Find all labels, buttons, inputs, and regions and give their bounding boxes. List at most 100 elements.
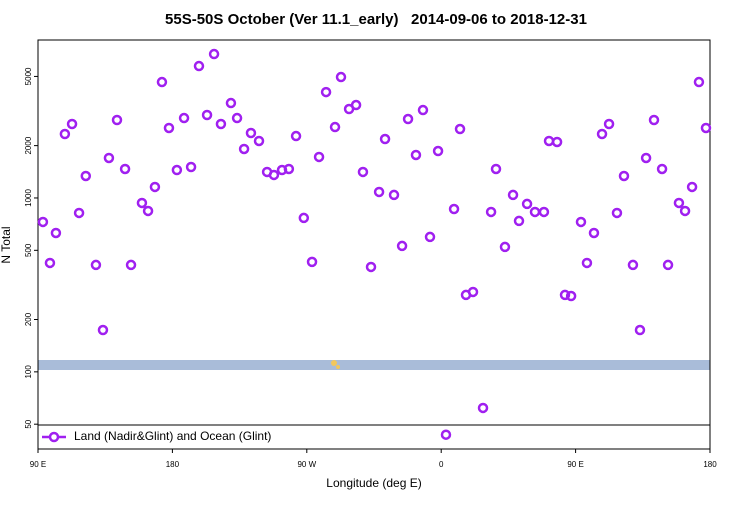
y-tick-label: 1000: [24, 189, 33, 207]
point: [66, 118, 78, 130]
point: [59, 128, 71, 140]
y-tick-label: 2000: [24, 136, 33, 154]
point: [477, 402, 489, 414]
point: [513, 215, 525, 227]
point: [499, 241, 511, 253]
point: [225, 97, 237, 109]
point: [193, 60, 205, 72]
point: [231, 112, 243, 124]
point: [402, 113, 414, 125]
plot-frame: [37, 39, 711, 450]
point: [581, 257, 593, 269]
point: [467, 286, 479, 298]
point: [507, 189, 519, 201]
point: [215, 118, 227, 130]
y-tick-label: 500: [24, 243, 33, 257]
x-axis-label: Longitude (deg E): [326, 476, 421, 490]
point: [171, 164, 183, 176]
point: [656, 163, 668, 175]
point: [410, 149, 422, 161]
background-band: [38, 360, 710, 370]
point: [329, 121, 341, 133]
point: [379, 133, 391, 145]
background-dot: [336, 365, 340, 369]
point: [673, 197, 685, 209]
point: [396, 240, 408, 252]
point: [448, 203, 460, 215]
point: [208, 48, 220, 60]
y-tick-label: 50: [24, 419, 33, 428]
point: [238, 143, 250, 155]
point: [634, 324, 646, 336]
point: [97, 324, 109, 336]
point: [90, 259, 102, 271]
point: [73, 207, 85, 219]
point: [596, 128, 608, 140]
point: [543, 135, 555, 147]
legend-label: Land (Nadir&Glint) and Ocean (Glint): [74, 429, 271, 443]
point: [178, 112, 190, 124]
point: [156, 76, 168, 88]
point: [253, 135, 265, 147]
point: [551, 136, 563, 148]
point: [268, 169, 280, 181]
point: [80, 170, 92, 182]
point: [485, 206, 497, 218]
point: [454, 123, 466, 135]
point: [357, 166, 369, 178]
point: [521, 198, 533, 210]
point: [662, 259, 674, 271]
point: [283, 163, 295, 175]
point: [320, 86, 332, 98]
background-dot: [331, 360, 337, 366]
x-tick-label: 180: [703, 460, 717, 469]
point: [111, 114, 123, 126]
point: [125, 259, 137, 271]
point: [440, 429, 452, 440]
point: [201, 109, 213, 121]
point: [163, 122, 175, 134]
point: [432, 145, 444, 157]
point: [417, 104, 429, 116]
point: [693, 76, 705, 88]
y-tick-label: 200: [24, 312, 33, 326]
point: [648, 114, 660, 126]
point: [611, 207, 623, 219]
point: [388, 189, 400, 201]
point: [424, 231, 436, 243]
point: [350, 99, 362, 111]
point: [538, 206, 550, 218]
point: [119, 163, 131, 175]
y-axis-label: N Total: [0, 226, 13, 263]
point: [306, 256, 318, 268]
point: [136, 197, 148, 209]
x-tick-label: 180: [166, 460, 180, 469]
y-tick-label: 100: [24, 365, 33, 379]
point: [245, 127, 257, 139]
point: [588, 227, 600, 239]
x-tick-label: 0: [439, 460, 444, 469]
x-tick-label: 90 E: [567, 460, 583, 469]
point: [185, 161, 197, 173]
point: [618, 170, 630, 182]
point: [373, 186, 385, 198]
point: [44, 257, 56, 269]
point: [103, 152, 115, 164]
point: [565, 290, 577, 302]
point: [640, 152, 652, 164]
x-tick-label: 90 W: [297, 460, 316, 469]
legend-marker: [48, 431, 60, 443]
point: [290, 130, 302, 142]
point: [627, 259, 639, 271]
point: [335, 71, 347, 83]
point: [298, 212, 310, 224]
point: [559, 289, 571, 301]
point: [313, 151, 325, 163]
point: [365, 261, 377, 273]
point: [490, 163, 502, 175]
x-tick-label: 90 E: [30, 460, 46, 469]
point: [149, 181, 161, 193]
point: [700, 122, 712, 134]
